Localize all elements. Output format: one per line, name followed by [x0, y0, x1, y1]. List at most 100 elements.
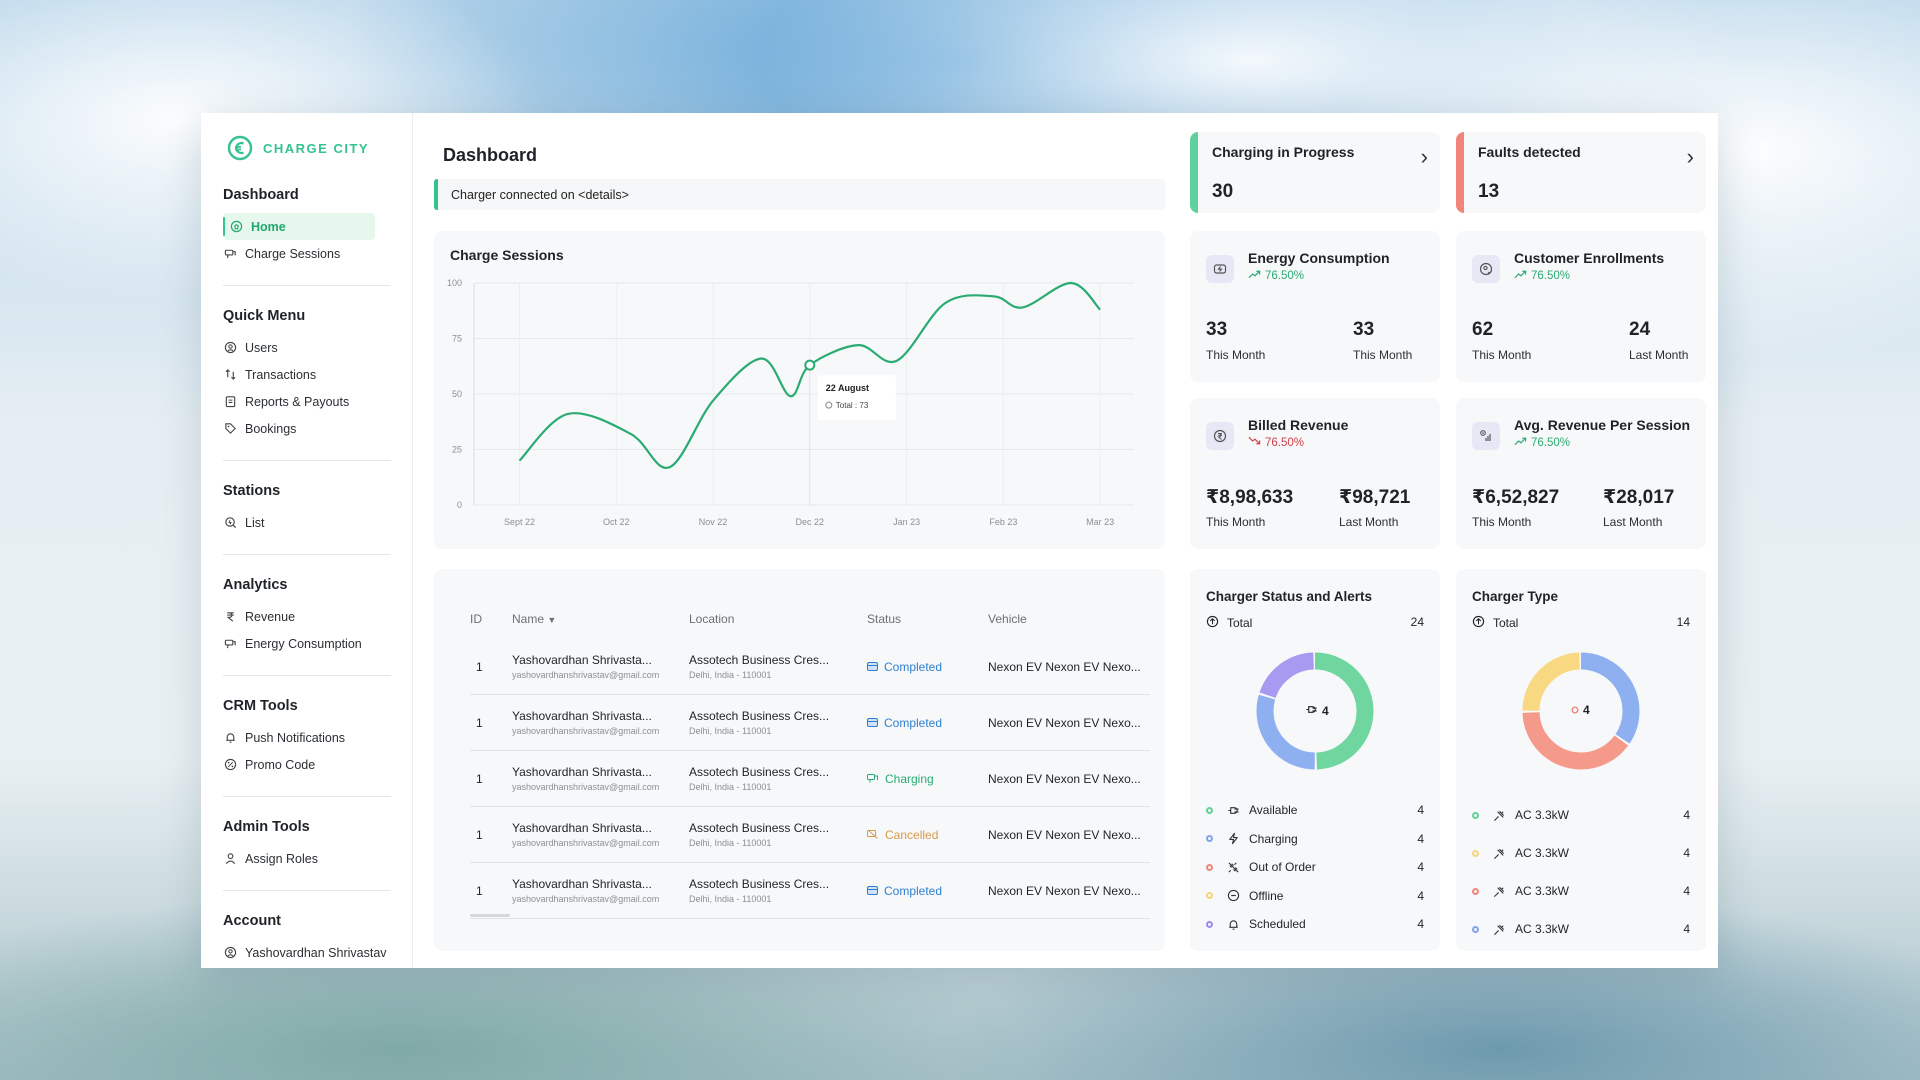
- legend-dot: [1472, 811, 1479, 819]
- chevron-right-icon[interactable]: ›: [1420, 144, 1428, 169]
- accent-bar: [1190, 132, 1198, 213]
- chevron-right-icon[interactable]: ›: [1686, 144, 1694, 169]
- sidebar-item-push-notifications[interactable]: Push Notifications: [223, 724, 412, 751]
- table-row[interactable]: 1 Yashovardhan Shrivasta... yashovardhansh…: [470, 639, 1150, 695]
- metric-trend: 76.50%: [1514, 269, 1570, 282]
- sessions-table: ID Name ▼ Location Status Vehicle 1 Yasho…: [470, 599, 1150, 919]
- table-row[interactable]: 1 Yashovardhan Shrivasta... yashovardhansh…: [470, 695, 1150, 751]
- metric-value-2: 24: [1629, 319, 1651, 340]
- rupee-icon: [223, 610, 237, 624]
- series-line[interactable]: [518, 281, 1101, 469]
- column-header-vehicle[interactable]: Vehicle: [988, 612, 1027, 626]
- legend-item[interactable]: AC 3.3kW 4: [1472, 910, 1690, 948]
- tooltip-icon: [825, 401, 833, 409]
- donut-center-label: 4: [1571, 703, 1590, 717]
- sidebar-section-analytics: Analytics: [223, 577, 288, 593]
- avg-metric-card[interactable]: Avg. Revenue Per Session 76.50% ₹6,52,827 T…: [1456, 398, 1706, 549]
- legend-item[interactable]: AC 3.3kW 4: [1472, 834, 1690, 872]
- metric-value-1: 33: [1206, 319, 1228, 340]
- cell-id: 1: [476, 883, 483, 898]
- sidebar-item-users[interactable]: Users: [223, 334, 412, 361]
- chart-tooltip: 22 August Total : 73: [817, 375, 896, 421]
- column-header-name[interactable]: Name ▼: [512, 612, 689, 626]
- location-name: Assotech Business Cres...: [689, 653, 830, 667]
- sidebar-item-list[interactable]: List: [223, 509, 412, 536]
- charger-type-icon: [1493, 923, 1507, 936]
- legend-item[interactable]: Available 4: [1206, 796, 1424, 825]
- legend-item[interactable]: Scheduled 4: [1206, 910, 1424, 939]
- users-icon: [223, 341, 237, 355]
- donut-segment[interactable]: [1522, 652, 1640, 770]
- sidebar-item-label: Bookings: [245, 421, 297, 436]
- sidebar-nav: Dashboard Home Charge Sessions Quick Menu Us…: [223, 187, 412, 966]
- column-header-location[interactable]: Location: [689, 612, 735, 626]
- sidebar-item-bookings[interactable]: Bookings: [223, 415, 412, 442]
- trend-percent: 76.50%: [1265, 436, 1305, 449]
- metric-label-1: This Month: [1206, 348, 1266, 362]
- sidebar-item-home[interactable]: Home: [223, 213, 375, 240]
- legend-item[interactable]: Charging 4: [1206, 825, 1424, 854]
- horizontal-scrollbar[interactable]: [470, 914, 510, 917]
- faults-stat-card[interactable]: Faults detected 13 ›: [1456, 132, 1706, 213]
- column-header-id[interactable]: ID: [470, 612, 482, 626]
- legend-item[interactable]: Out of Order 4: [1206, 853, 1424, 882]
- total-label: Total: [1227, 616, 1253, 630]
- app-logo[interactable]: CHARGE CITY: [227, 135, 412, 161]
- status-badge: Completed: [867, 660, 988, 674]
- column-header-status[interactable]: Status: [867, 612, 902, 626]
- status-completed-icon: [867, 884, 878, 898]
- legend-item[interactable]: Offline 4: [1206, 882, 1424, 911]
- table-row[interactable]: 1 Yashovardhan Shrivasta... yashovardhansh…: [470, 863, 1150, 919]
- legend: Available 4 Charging 4 Out of Order 4 Offline 4…: [1206, 796, 1424, 939]
- sidebar-item-promo-code[interactable]: Promo Code: [223, 751, 412, 778]
- enroll-metric-card[interactable]: Customer Enrollments 76.50% 62 This Month 24…: [1456, 231, 1706, 382]
- sidebar-item-transactions[interactable]: Transactions: [223, 361, 412, 388]
- metric-trend: 76.50%: [1248, 436, 1304, 449]
- column-header-name-label: Name: [512, 612, 545, 626]
- donut-segment[interactable]: [1256, 652, 1374, 770]
- plug-icon: [1227, 804, 1241, 817]
- legend-label: AC 3.3kW: [1515, 808, 1570, 822]
- charge-sessions-chart[interactable]: 0 25 50 75 100 Sept 22 Oct 22 Nov 22 Dec 22 Jan 2…: [434, 231, 1165, 549]
- transactions-icon: [223, 368, 237, 382]
- donut-segment[interactable]: [1256, 652, 1374, 770]
- y-tick-label: 25: [452, 445, 462, 455]
- sidebar-item-label: Users: [245, 340, 278, 355]
- status-completed-icon: [867, 716, 878, 730]
- charging-stat-card[interactable]: Charging in Progress 30 ›: [1190, 132, 1440, 213]
- sidebar-item-assign-roles[interactable]: Assign Roles: [223, 845, 412, 872]
- sidebar-item-charge-sessions[interactable]: Charge Sessions: [223, 240, 412, 267]
- user-name: Yashovardhan Shrivasta...: [512, 821, 652, 835]
- legend-label: Offline: [1249, 888, 1284, 903]
- sidebar-item-yashovardhan-shrivastav[interactable]: Yashovardhan Shrivastav: [223, 939, 412, 966]
- cell-name: Yashovardhan Shrivasta... yashovardhanshr…: [512, 709, 689, 736]
- table-row[interactable]: 1 Yashovardhan Shrivasta... yashovardhansh…: [470, 751, 1150, 807]
- energy-metric-card[interactable]: Energy Consumption 76.50% 33 This Month 33 Th…: [1190, 231, 1440, 382]
- cell-location: Assotech Business Cres... Delhi, India - …: [689, 709, 867, 736]
- sidebar-item-label: Yashovardhan Shrivastav: [245, 945, 387, 960]
- x-tick-label: Dec 22: [796, 517, 825, 527]
- notice-banner[interactable]: Charger connected on <details>: [434, 179, 1165, 210]
- data-point-marker[interactable]: [804, 359, 816, 371]
- sidebar-item-reports-payouts[interactable]: Reports & Payouts: [223, 388, 412, 415]
- total-label-group: Total: [1206, 615, 1252, 631]
- sidebar-item-energy-consumption[interactable]: Energy Consumption: [223, 630, 412, 657]
- y-tick-label: 50: [452, 389, 462, 399]
- donut-segment[interactable]: [1522, 652, 1640, 770]
- status-label: Completed: [884, 715, 943, 730]
- billed-metric-card[interactable]: Billed Revenue 76.50% ₹8,98,633 This Month ₹…: [1190, 398, 1440, 549]
- broken-plug-icon: [1227, 861, 1241, 874]
- tooltip-value: Total : 73: [836, 401, 869, 410]
- user-name: Yashovardhan Shrivasta...: [512, 877, 652, 891]
- donut-chart[interactable]: [1456, 569, 1706, 789]
- status-badge: Charging: [867, 772, 988, 786]
- table-row[interactable]: 1 Yashovardhan Shrivasta... yashovardhansh…: [470, 807, 1150, 863]
- avg-metric-icon: [1472, 422, 1500, 450]
- sidebar-item-revenue[interactable]: Revenue: [223, 603, 412, 630]
- donut-chart[interactable]: [1190, 569, 1440, 789]
- legend-label: Available: [1249, 803, 1298, 818]
- x-tick-label: Feb 23: [989, 517, 1017, 527]
- legend-item[interactable]: AC 3.3kW 4: [1472, 872, 1690, 910]
- sidebar-divider: [223, 796, 391, 797]
- legend-item[interactable]: AC 3.3kW 4: [1472, 796, 1690, 834]
